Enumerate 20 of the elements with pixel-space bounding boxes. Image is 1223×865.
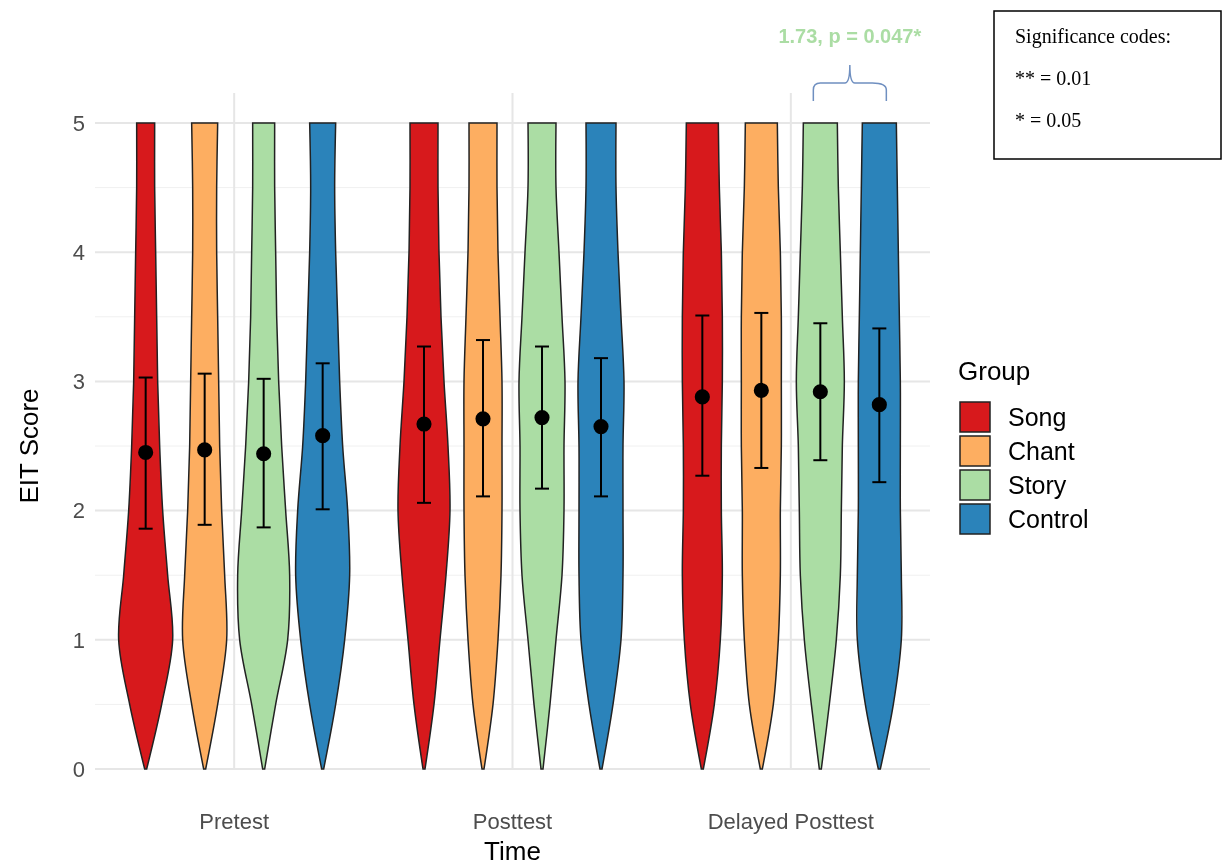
x-tick-label: Pretest <box>199 809 270 834</box>
legend-label: Control <box>1008 504 1089 533</box>
y-tick-label: 0 <box>72 756 85 782</box>
y-tick-label: 2 <box>72 498 85 524</box>
legend-label: Story <box>1008 470 1067 499</box>
y-tick-label: 4 <box>72 239 85 265</box>
text: 1.73, p = 0.047* <box>778 25 922 47</box>
x-tick-label: Posttest <box>472 809 553 834</box>
text: ** = 0.01 <box>1015 67 1092 89</box>
legend-label: Chant <box>1008 436 1075 465</box>
legend-label: Song <box>1008 402 1067 431</box>
y-tick-label: 1 <box>72 627 85 653</box>
text: * = 0.05 <box>1015 109 1082 131</box>
y-tick-label: 3 <box>72 369 85 395</box>
x-tick-label: Delayed Posttest <box>707 809 874 834</box>
text: Significance codes: <box>1015 25 1172 48</box>
legend-title: Group <box>958 356 1031 386</box>
y-tick-label: 5 <box>72 110 85 136</box>
y-axis-title: EIT Score <box>14 388 44 504</box>
x-axis-title: Time <box>484 836 541 865</box>
